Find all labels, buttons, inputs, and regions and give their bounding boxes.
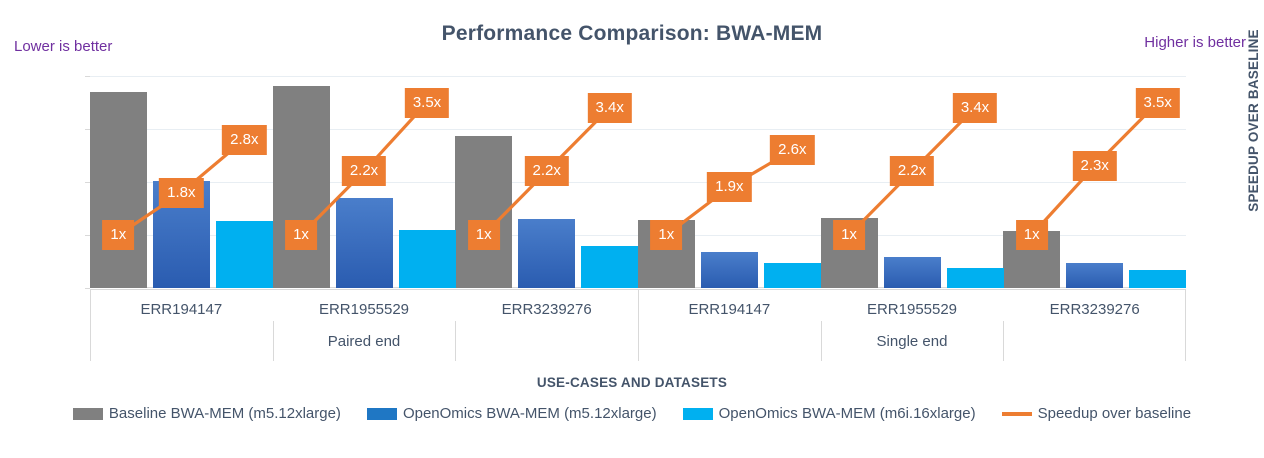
lower-is-better-note: Lower is better xyxy=(14,38,113,55)
page-title: Performance Comparison: BWA-MEM xyxy=(441,22,823,45)
bar-2-3[interactable] xyxy=(763,263,821,288)
category-separator xyxy=(455,321,457,361)
speedup-label-2-0: 1x xyxy=(467,220,500,250)
speedup-label-1-0: 1x xyxy=(285,220,317,250)
legend-item-0[interactable]: Baseline BWA-MEM (m5.12xlarge) xyxy=(72,405,341,422)
bar-0-1[interactable] xyxy=(272,85,330,288)
gridline xyxy=(90,76,1186,77)
speedup-label-4-1: 2.2x xyxy=(889,156,935,187)
legend-item-label: OpenOmics BWA-MEM (m6i.16xlarge) xyxy=(718,405,976,422)
speedup-label-5-2: 3.5x xyxy=(1135,87,1180,118)
bar-2-5[interactable] xyxy=(1129,269,1187,288)
speedup-label-1-1: 2.2x xyxy=(341,156,387,187)
category-label: ERR194147 xyxy=(140,301,223,318)
legend-item-label: Baseline BWA-MEM (m5.12xlarge) xyxy=(108,405,341,422)
legend-item-label: Speedup over baseline xyxy=(1037,405,1192,422)
y-axis-tick-mark-left xyxy=(85,235,90,236)
bar-2-1[interactable] xyxy=(398,229,456,288)
category-label: ERR3239276 xyxy=(1049,301,1140,318)
speedup-label-5-0: 1x xyxy=(1015,220,1048,250)
higher-is-better-note: Higher is better xyxy=(1144,34,1246,51)
bar-0-2[interactable] xyxy=(455,135,513,288)
legend-item-2[interactable]: OpenOmics BWA-MEM (m6i.16xlarge) xyxy=(682,405,976,422)
category-axis: ERR194147 ERR1955529 ERR3239276 Paired end E… xyxy=(90,289,1186,361)
speedup-label-0-1: 1.8x xyxy=(159,177,204,208)
group-separator xyxy=(1185,289,1186,361)
gridline xyxy=(90,129,1186,130)
speedup-label-2-2: 3.4x xyxy=(587,92,632,123)
y-axis-tick-mark-left xyxy=(85,288,90,289)
plot-area: 070140210280012341x1.8x2.8x1x2.2x3.5x1x2… xyxy=(85,76,1187,289)
y-axis-title-right: SPEEDUP OVER BASELINE xyxy=(1245,29,1261,212)
group-label: Paired end xyxy=(327,333,401,350)
legend-swatch-icon xyxy=(366,407,397,420)
legend-swatch-icon xyxy=(682,407,713,420)
category-separator xyxy=(272,321,274,361)
category-label: ERR3239276 xyxy=(501,301,592,318)
speedup-label-5-1: 2.3x xyxy=(1072,151,1117,182)
category-separator xyxy=(1003,321,1005,361)
category-label: ERR1955529 xyxy=(866,301,958,318)
group-label: Single end xyxy=(876,333,948,350)
bar-2-4[interactable] xyxy=(946,268,1004,288)
speedup-label-0-2: 2.8x xyxy=(222,124,267,155)
legend-line-icon xyxy=(1001,411,1032,416)
speedup-label-4-2: 3.4x xyxy=(952,92,998,123)
legend-swatch-icon xyxy=(72,407,103,420)
category-label: ERR1955529 xyxy=(318,301,410,318)
bar-1-3[interactable] xyxy=(700,252,758,288)
y-axis-tick-mark-left xyxy=(85,76,90,77)
group-separator xyxy=(90,289,91,361)
legend-item-label: OpenOmics BWA-MEM (m5.12xlarge) xyxy=(402,405,657,422)
group-separator xyxy=(638,289,639,361)
category-label: ERR194147 xyxy=(688,301,771,318)
speedup-label-3-2: 2.6x xyxy=(770,135,815,166)
x-axis-title: USE-CASES AND DATASETS xyxy=(536,375,728,390)
legend-item-3[interactable]: Speedup over baseline xyxy=(1001,405,1192,422)
speedup-label-1-2: 3.5x xyxy=(404,87,450,118)
y-axis-tick-mark-left xyxy=(85,182,90,183)
bar-0-0[interactable] xyxy=(89,91,147,288)
bar-1-2[interactable] xyxy=(518,219,576,288)
speedup-label-2-1: 2.2x xyxy=(524,156,569,187)
gridline xyxy=(90,182,1186,183)
speedup-label-4-0: 1x xyxy=(833,220,865,250)
speedup-label-0-0: 1x xyxy=(102,220,135,250)
bar-2-2[interactable] xyxy=(581,245,639,288)
speedup-label-3-0: 1x xyxy=(650,220,683,250)
legend-item-1[interactable]: OpenOmics BWA-MEM (m5.12xlarge) xyxy=(366,405,657,422)
speedup-label-3-1: 1.9x xyxy=(707,172,752,203)
bar-1-5[interactable] xyxy=(1066,263,1124,288)
bar-2-0[interactable] xyxy=(215,220,273,288)
y-axis-tick-mark-left xyxy=(85,129,90,130)
chart-legend: Baseline BWA-MEM (m5.12xlarge) OpenOmics … xyxy=(0,405,1264,422)
bar-1-1[interactable] xyxy=(335,197,393,288)
bar-1-4[interactable] xyxy=(883,256,941,288)
category-separator xyxy=(820,321,822,361)
